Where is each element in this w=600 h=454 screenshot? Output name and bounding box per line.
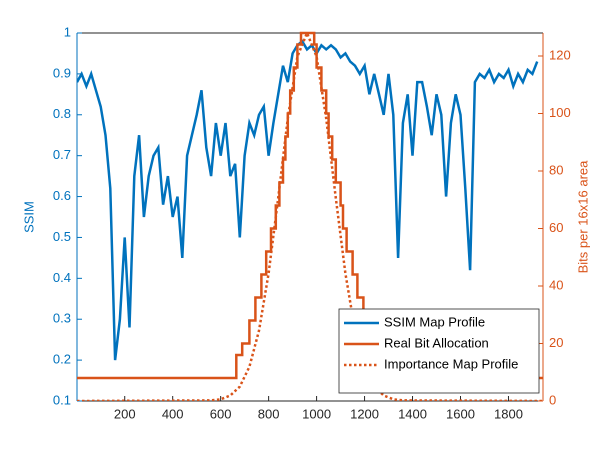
y-axis-label: SSIM bbox=[21, 201, 36, 233]
y-tick-label: 0.2 bbox=[53, 352, 71, 367]
y-tick-label: 0.1 bbox=[53, 392, 71, 407]
y2-tick-label: 80 bbox=[549, 162, 563, 177]
x-tick-label: 1400 bbox=[398, 406, 427, 421]
x-tick-label: 200 bbox=[114, 406, 136, 421]
series-line bbox=[77, 31, 543, 380]
x-tick-label: 400 bbox=[162, 406, 184, 421]
legend-label: Real Bit Allocation bbox=[384, 335, 489, 350]
x-tick-label: 1600 bbox=[446, 406, 475, 421]
x-tick-label: 600 bbox=[210, 406, 232, 421]
legend-label: SSIM Map Profile bbox=[384, 314, 485, 329]
x-tick-label: 1000 bbox=[302, 406, 331, 421]
y-tick-label: 0.8 bbox=[53, 106, 71, 121]
y-tick-label: 0.4 bbox=[53, 270, 71, 285]
y-tick-label: 0.3 bbox=[53, 311, 71, 326]
y-tick-label: 1 bbox=[64, 24, 71, 39]
y-tick-label: 0.6 bbox=[53, 188, 71, 203]
y-tick-label: 0.5 bbox=[53, 229, 71, 244]
legend-label: Importance Map Profile bbox=[384, 356, 518, 371]
y2-tick-label: 0 bbox=[549, 392, 556, 407]
y-tick-label: 0.9 bbox=[53, 65, 71, 80]
x-tick-label: 1200 bbox=[350, 406, 379, 421]
y2-tick-label: 60 bbox=[549, 220, 563, 235]
x-tick-label: 800 bbox=[258, 406, 280, 421]
legend-box bbox=[338, 308, 540, 394]
y2-tick-label: 40 bbox=[549, 277, 563, 292]
y2-tick-label: 100 bbox=[549, 105, 571, 120]
y2-axis-label: Bits per 16x16 area bbox=[575, 160, 590, 274]
y-tick-label: 0.7 bbox=[53, 147, 71, 162]
y2-tick-label: 120 bbox=[549, 47, 571, 62]
x-tick-label: 1800 bbox=[494, 406, 523, 421]
series-line bbox=[77, 39, 539, 361]
y2-tick-label: 20 bbox=[549, 335, 563, 350]
